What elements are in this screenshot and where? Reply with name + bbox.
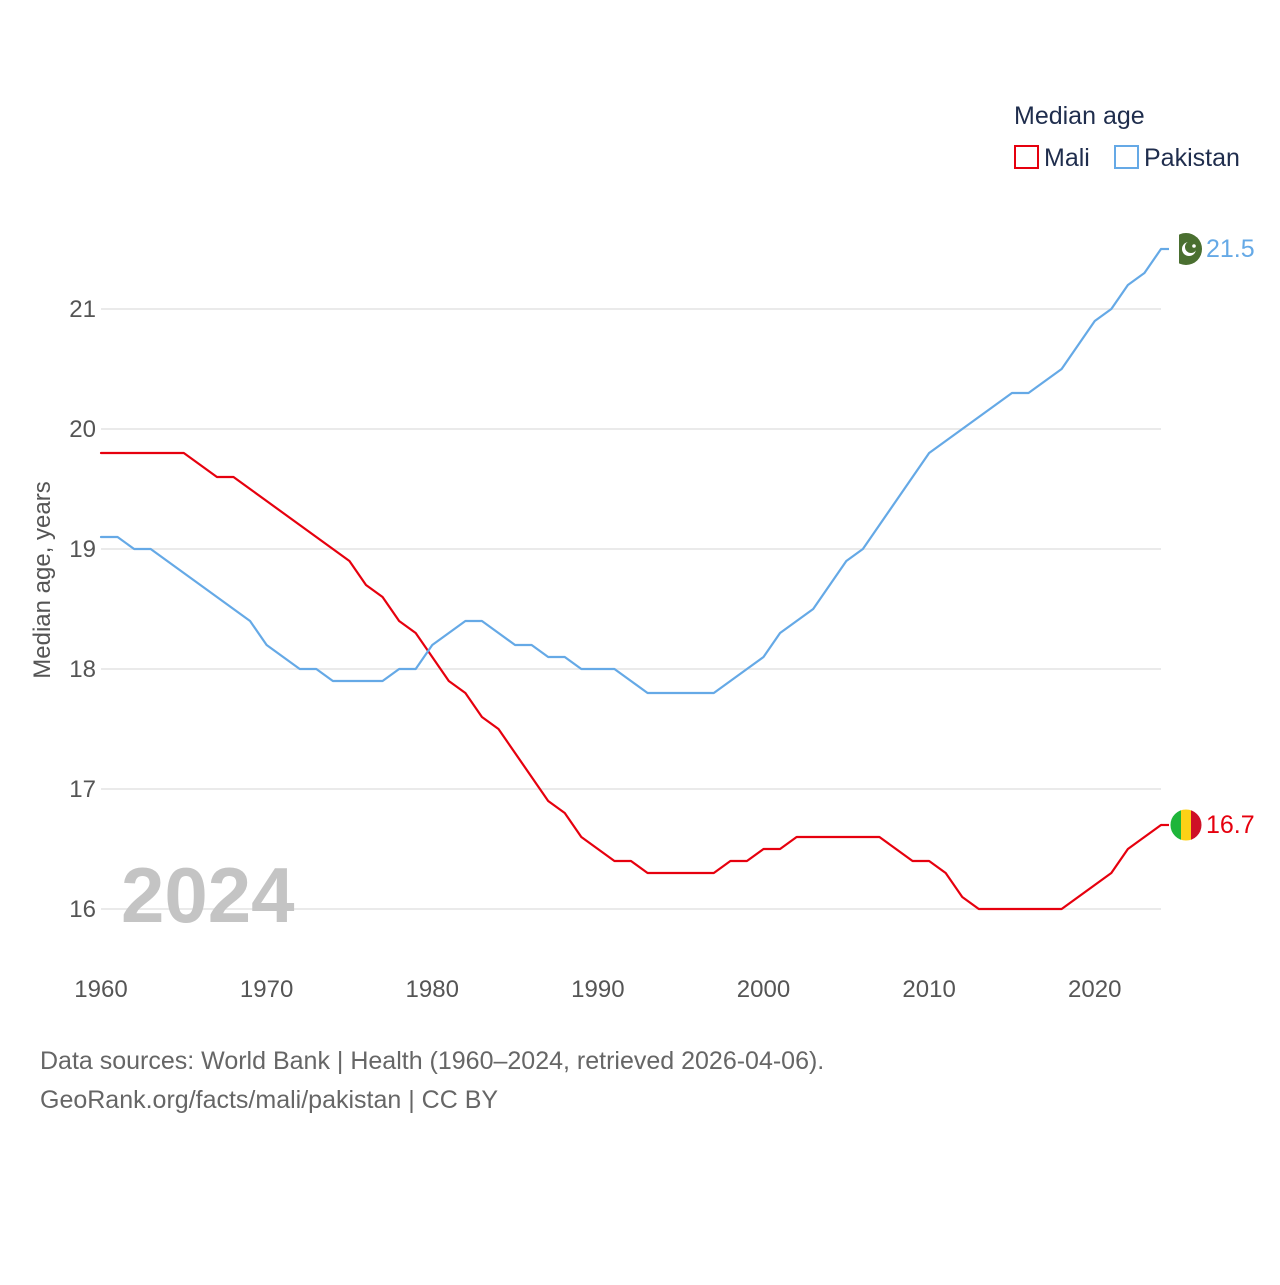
- y-axis-title: Median age, years: [29, 481, 56, 678]
- footer-source-line: Data sources: World Bank | Health (1960–…: [40, 1047, 824, 1075]
- footer: Data sources: World Bank | Health (1960–…: [40, 1047, 824, 1114]
- legend: Median age Mali Pakistan: [1014, 102, 1240, 172]
- y-tick-label-16: 16: [69, 896, 96, 923]
- footer-attribution-line: GeoRank.org/facts/mali/pakistan | CC BY: [40, 1086, 498, 1114]
- legend-label-mali: Mali: [1044, 144, 1090, 172]
- year-overlay: 2024: [121, 851, 295, 939]
- y-tick-label-19: 19: [69, 536, 96, 563]
- end-label-mali: 16.7: [1206, 811, 1255, 839]
- legend-item-mali[interactable]: Mali: [1014, 144, 1090, 172]
- x-tick-label-1990: 1990: [571, 976, 624, 1003]
- x-tick-label-1960: 1960: [74, 976, 127, 1003]
- x-tick-label-2010: 2010: [902, 976, 955, 1003]
- legend-swatch-pakistan: [1114, 145, 1139, 169]
- y-tick-label-21: 21: [69, 296, 96, 323]
- endpoint-layer: 16.7 21.5: [1161, 233, 1255, 842]
- mali-flag-icon: [1169, 808, 1203, 842]
- series-line-pakistan[interactable]: [99, 247, 1163, 695]
- series-layer: [99, 247, 1163, 911]
- x-tick-label-2000: 2000: [737, 976, 790, 1003]
- x-tick-label-1970: 1970: [240, 976, 293, 1003]
- legend-label-pakistan: Pakistan: [1144, 144, 1240, 172]
- x-tick-label-2020: 2020: [1068, 976, 1121, 1003]
- end-label-pakistan: 21.5: [1206, 235, 1255, 263]
- legend-swatch-mali: [1014, 145, 1039, 169]
- y-tick-label-20: 20: [69, 416, 96, 443]
- y-tick-label-17: 17: [69, 776, 96, 803]
- pakistan-flag-icon: [1170, 233, 1202, 265]
- x-tick-label-1980: 1980: [406, 976, 459, 1003]
- legend-title: Median age: [1014, 102, 1145, 130]
- tick-layer: 16 17 18 19 20 21 1960 1970 1980 1990 2000 2010 2020: [69, 296, 1121, 1003]
- legend-item-pakistan[interactable]: Pakistan: [1114, 144, 1240, 172]
- series-line-mali[interactable]: [99, 451, 1163, 911]
- y-tick-label-18: 18: [69, 656, 96, 683]
